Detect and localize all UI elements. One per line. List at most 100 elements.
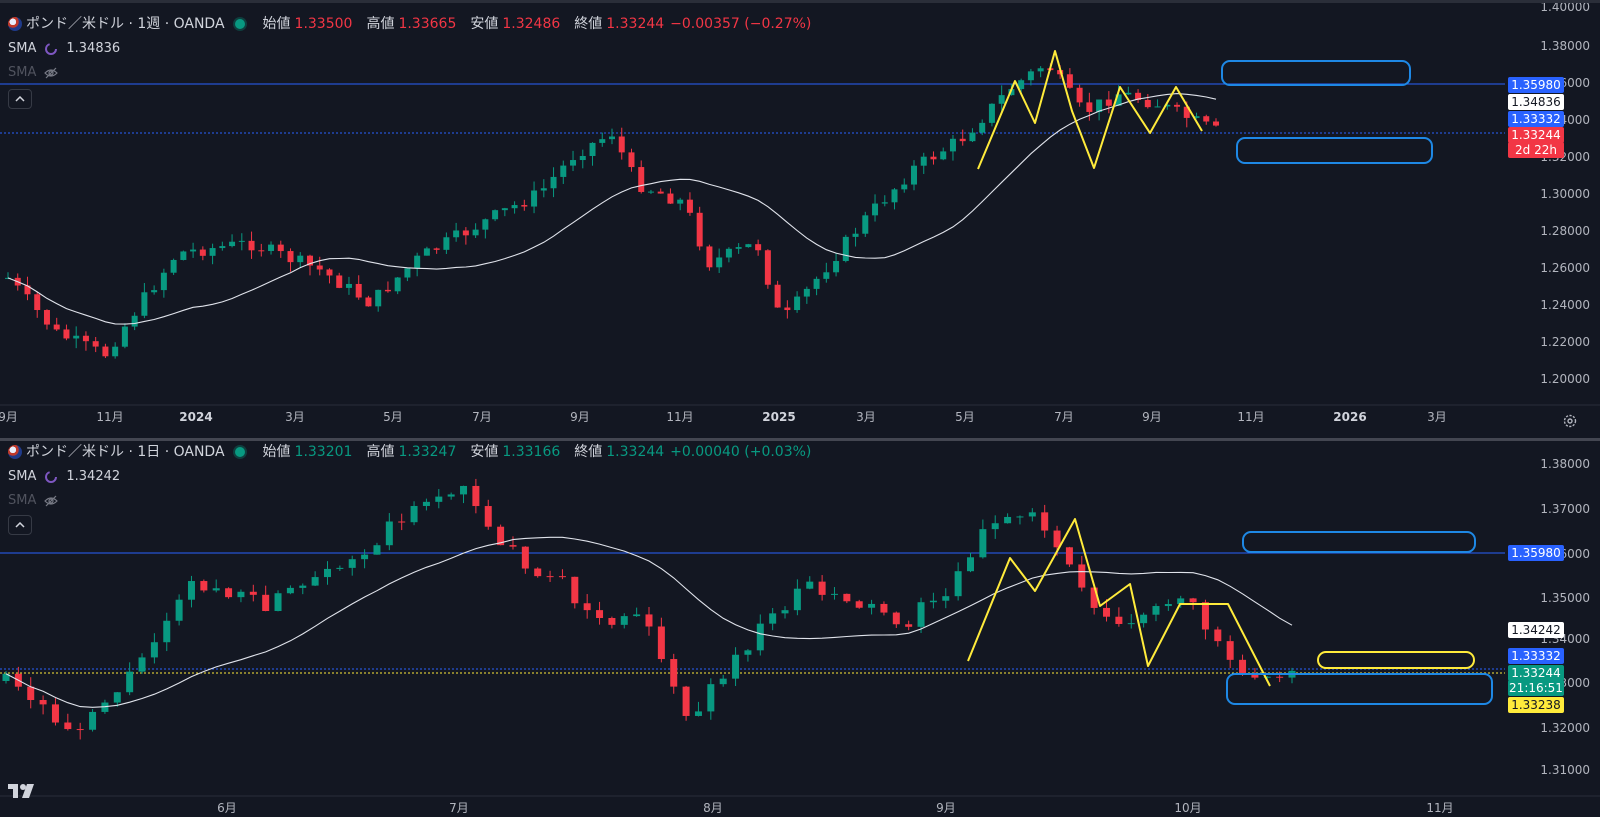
- time-tick-label: 9月: [570, 410, 590, 424]
- time-tick-label: 2024: [179, 410, 212, 424]
- eye-off-icon[interactable]: [44, 66, 59, 80]
- daily-chart-canvas[interactable]: 1.380001.370001.360001.350001.340001.330…: [0, 441, 1600, 817]
- candle-body: [1125, 92, 1132, 95]
- sma-hidden-indicator-row[interactable]: SMA: [8, 493, 59, 508]
- candle-body: [410, 505, 418, 523]
- candle-body: [620, 616, 628, 625]
- candle-body: [954, 571, 962, 597]
- high-value: 1.33665: [398, 16, 457, 32]
- rectangle-drawing: [1226, 673, 1493, 705]
- candle-body: [1164, 604, 1172, 607]
- last-price-badge: 1.33244: [1511, 128, 1561, 142]
- weekly-chart-pane[interactable]: 1.40000 1.38000 1.36000 1.34000 1.32000 1.300…: [0, 0, 1600, 436]
- level-price-badge-bg: [1508, 111, 1564, 127]
- open-label: 始値: [262, 16, 291, 32]
- candle-body: [39, 699, 47, 705]
- candle-body: [460, 485, 468, 495]
- candle-body: [818, 581, 826, 595]
- symbol-title[interactable]: ポンド／米ドル · 1日 · OANDA: [26, 444, 225, 460]
- candle-body: [998, 95, 1005, 104]
- candle-body: [942, 596, 950, 601]
- sma-indicator-row[interactable]: SMA 1.34836: [8, 41, 120, 56]
- candle-body: [670, 659, 678, 687]
- sma-label: SMA: [8, 469, 37, 484]
- candle-body: [633, 614, 641, 617]
- candle-body: [571, 576, 579, 604]
- sma-price-badge-bg: [1508, 94, 1564, 110]
- close-label: 終値: [574, 444, 603, 460]
- candle-body: [63, 329, 70, 339]
- candle-body: [361, 554, 369, 560]
- candle-body: [326, 269, 333, 276]
- time-tick-label: 3月: [285, 410, 305, 424]
- candle-body: [862, 215, 869, 234]
- candle-body: [959, 138, 966, 142]
- candle-body: [27, 686, 35, 700]
- candle-body: [570, 160, 577, 166]
- candle-body: [64, 722, 72, 730]
- tradingview-logo[interactable]: [8, 781, 38, 805]
- chevron-up-icon: [15, 96, 25, 102]
- candle-body: [375, 289, 382, 307]
- time-tick-label: 2025: [762, 410, 795, 424]
- candle-body: [784, 307, 791, 311]
- candle-body: [433, 248, 440, 250]
- candle-body: [1177, 598, 1185, 605]
- candle-body: [969, 132, 976, 142]
- candle-body: [769, 613, 777, 624]
- candle-body: [1127, 623, 1135, 625]
- candle-body: [180, 251, 187, 260]
- collapse-legend-button[interactable]: [8, 89, 32, 109]
- yellow-price-badge: 1.33238: [1511, 698, 1561, 712]
- collapse-legend-button[interactable]: [8, 515, 32, 535]
- candle-body: [212, 588, 220, 591]
- candle-body: [482, 219, 489, 230]
- candle-body: [579, 155, 586, 161]
- candle-body: [138, 657, 146, 672]
- candle-body: [645, 614, 653, 627]
- price-tick-label: 1.38000: [1540, 39, 1590, 53]
- candle-body: [988, 103, 995, 123]
- candle-body: [855, 601, 863, 608]
- candle-body: [190, 249, 197, 252]
- candle-body: [151, 290, 158, 293]
- candle-body: [991, 523, 999, 530]
- candle-body: [830, 593, 838, 595]
- candle-body: [286, 587, 294, 594]
- time-tick-label: 5月: [383, 410, 403, 424]
- candle-body: [1174, 104, 1181, 107]
- low-value: 1.32486: [502, 16, 561, 32]
- sma-indicator-row[interactable]: SMA 1.34242: [8, 469, 120, 484]
- candle-body: [1251, 673, 1259, 678]
- sma-hidden-indicator-row[interactable]: SMA: [8, 65, 59, 80]
- time-tick-label: 2026: [1333, 410, 1366, 424]
- candle-body: [385, 521, 393, 546]
- market-status-icon: [234, 19, 245, 29]
- price-tick-label: 1.30000: [1540, 187, 1590, 201]
- high-label: 高値: [366, 444, 395, 460]
- candle-body: [930, 156, 937, 160]
- candle-body: [1028, 512, 1036, 517]
- daily-chart-pane[interactable]: 1.38000 1.37000 1.36000 1.35000 1.34000 1.330…: [0, 438, 1600, 817]
- candle-body: [1135, 92, 1142, 100]
- symbol-title[interactable]: ポンド／米ドル · 1週 · OANDA: [26, 16, 225, 32]
- weekly-chart-canvas[interactable]: 1.400001.380001.360001.340001.320001.300…: [0, 3, 1600, 436]
- gear-icon[interactable]: [1562, 413, 1578, 429]
- candle-body: [521, 546, 529, 569]
- candle-body: [979, 529, 987, 558]
- candle-body: [521, 205, 528, 207]
- eye-off-icon[interactable]: [44, 494, 59, 508]
- candle-body: [657, 626, 665, 660]
- loading-icon: [45, 42, 58, 55]
- candle-body: [781, 610, 789, 614]
- candle-body: [150, 642, 158, 658]
- candle-body: [599, 139, 606, 143]
- candle-body: [219, 246, 226, 249]
- candle-body: [657, 191, 664, 194]
- high-label: 高値: [366, 16, 395, 32]
- candle-body: [589, 142, 596, 156]
- candle-body: [2, 673, 10, 681]
- candle-body: [113, 692, 121, 703]
- candle-body: [258, 250, 265, 252]
- candle-body: [1263, 676, 1271, 678]
